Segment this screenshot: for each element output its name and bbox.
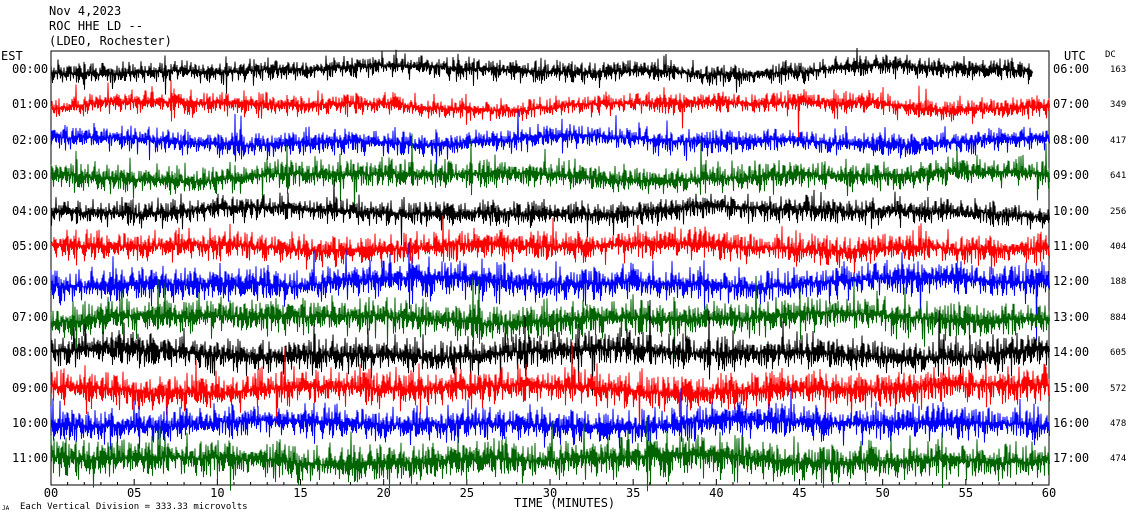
est-label: 06:00 <box>12 274 49 289</box>
utc-label: 16:00 <box>1053 416 1090 430</box>
utc-label: 10:00 <box>1053 203 1090 218</box>
est-label: 10:00 <box>12 416 49 430</box>
utc-label: 17:00 <box>1053 451 1090 466</box>
x-tick-label: 15 <box>293 486 307 500</box>
x-tick-label: 25 <box>460 486 474 500</box>
utc-label: 07:00 <box>1053 97 1090 112</box>
est-label: 00:00 <box>12 62 49 76</box>
x-tick-group: 00 05 10 15 20 25 30 35 40 45 50 55 60 <box>44 479 1056 500</box>
dc-value: 474 <box>1110 454 1127 465</box>
utc-label: 09:00 <box>1053 168 1090 183</box>
utc-label: 06:00 <box>1053 62 1090 76</box>
utc-axis-title: UTC <box>1064 49 1086 63</box>
utc-label: 13:00 <box>1053 309 1090 324</box>
x-tick-label: 40 <box>709 486 723 500</box>
trace-0500 <box>50 215 1050 275</box>
x-tick-label: 55 <box>959 486 973 500</box>
utc-label: 11:00 <box>1053 239 1090 253</box>
est-label: 04:00 <box>12 203 49 218</box>
est-label: 03:00 <box>12 168 49 183</box>
trace-1100 <box>50 417 1050 492</box>
dc-value: 256 <box>1110 206 1127 217</box>
x-tick-label: 10 <box>210 486 224 500</box>
utc-label: 15:00 <box>1053 380 1090 395</box>
x-tick-label: 60 <box>1042 486 1056 500</box>
dc-column-title: DC <box>1105 50 1116 60</box>
trace-0400 <box>50 179 1050 246</box>
x-tick-label: 05 <box>127 486 141 500</box>
trace-0200 <box>50 110 1050 173</box>
est-label: 11:00 <box>12 451 49 466</box>
x-tick-label: 30 <box>543 486 557 500</box>
trace-0600 <box>50 243 1050 341</box>
x-tick-label: 35 <box>626 486 640 500</box>
x-tick-label: 00 <box>44 486 58 500</box>
trace-0000 <box>50 47 1033 95</box>
x-tick-label: 45 <box>792 486 806 500</box>
header-date: Nov 4,2023 <box>49 4 122 18</box>
scale-note: Each Vertical Division = 333.33 microvol… <box>20 502 248 512</box>
x-axis-label: TIME (MINUTES) <box>514 496 616 510</box>
trace-0100 <box>50 80 1050 139</box>
trace-group <box>50 47 1050 492</box>
dc-value: 417 <box>1110 135 1127 146</box>
est-label: 08:00 <box>12 345 49 360</box>
utc-label: 12:00 <box>1053 274 1090 289</box>
est-label: 02:00 <box>12 132 49 147</box>
dc-value: 641 <box>1110 171 1127 182</box>
x-tick-label: 20 <box>376 486 390 500</box>
dc-value: 404 <box>1110 242 1127 252</box>
header-network: (LDEO, Rochester) <box>49 34 172 48</box>
dc-value: 605 <box>1110 348 1127 359</box>
trace-0300 <box>50 133 1050 213</box>
trace-0700 <box>50 275 1050 359</box>
trace-1000 <box>50 388 1050 450</box>
trace-0900 <box>50 342 1050 437</box>
corner-mark: JA <box>2 505 10 512</box>
est-label: 01:00 <box>12 97 49 112</box>
dc-value: 349 <box>1110 100 1127 111</box>
est-label: 05:00 <box>12 239 49 253</box>
dc-value: 478 <box>1110 419 1127 429</box>
est-label: 07:00 <box>12 309 49 324</box>
x-tick-label: 50 <box>875 486 889 500</box>
est-axis-title: EST <box>1 49 23 63</box>
dc-value: 163 <box>1110 65 1127 75</box>
utc-label: 08:00 <box>1053 132 1090 147</box>
dc-value: 188 <box>1110 277 1127 288</box>
utc-label: 14:00 <box>1053 345 1090 360</box>
trace-0800 <box>50 299 1050 396</box>
header-station: ROC HHE LD -- <box>49 19 143 33</box>
dc-value: 572 <box>1110 383 1127 394</box>
dc-value: 884 <box>1110 312 1127 323</box>
est-label: 09:00 <box>12 380 49 395</box>
